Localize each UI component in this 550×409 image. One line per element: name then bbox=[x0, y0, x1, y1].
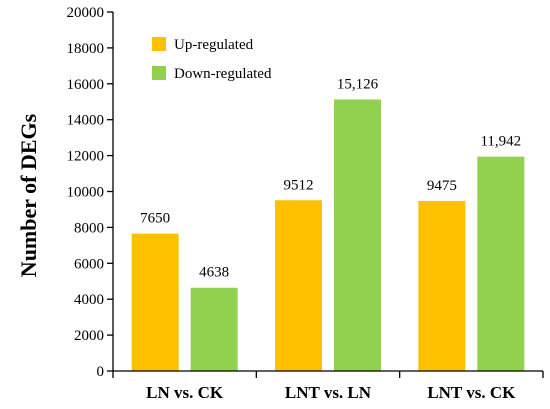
data-label: 11,942 bbox=[480, 134, 521, 150]
y-axis-label: Number of DEGs bbox=[16, 113, 41, 277]
x-category-label: LNT vs. CK bbox=[427, 383, 516, 402]
data-label: 9512 bbox=[284, 177, 314, 193]
legend-swatch bbox=[152, 66, 166, 80]
data-label: 7650 bbox=[140, 211, 170, 227]
y-tick-label: 2000 bbox=[74, 328, 104, 344]
bar-down-regulated-1 bbox=[190, 287, 238, 371]
y-tick-label: 6000 bbox=[74, 256, 104, 272]
y-axis-label-group: Number of DEGs bbox=[16, 113, 41, 277]
y-tick-label: 0 bbox=[97, 364, 105, 380]
y-tick-label: 12000 bbox=[67, 149, 105, 165]
legend: Up-regulated Down-regulated bbox=[152, 37, 272, 82]
bar-up-regulated-3 bbox=[418, 200, 466, 371]
y-tick-label: 4000 bbox=[74, 292, 104, 308]
bar-up-regulated-1 bbox=[131, 233, 179, 371]
y-tick-label: 14000 bbox=[67, 113, 105, 129]
data-label: 9475 bbox=[427, 178, 457, 194]
y-tick-label: 10000 bbox=[67, 185, 105, 201]
y-tick-label: 20000 bbox=[67, 5, 105, 21]
bar-down-regulated-3 bbox=[477, 156, 525, 371]
bars bbox=[131, 99, 525, 372]
legend-label: Down-regulated bbox=[174, 66, 272, 82]
data-label: 4638 bbox=[199, 265, 229, 281]
y-tick-label: 8000 bbox=[74, 220, 104, 236]
bar-up-regulated-2 bbox=[275, 200, 322, 371]
data-label: 15,126 bbox=[337, 76, 379, 92]
legend-swatch bbox=[152, 37, 166, 51]
y-axis-ticks: 0 2000 4000 6000 8000 10000 12000 14000 16000 180… bbox=[67, 5, 113, 380]
y-tick-label: 16000 bbox=[67, 77, 105, 93]
x-category-label: LN vs. CK bbox=[146, 383, 224, 402]
x-category-label: LNT vs. LN bbox=[285, 383, 372, 402]
bar-down-regulated-2 bbox=[334, 99, 381, 372]
data-labels: 7650 4638 9512 15,126 9475 11,942 bbox=[140, 76, 521, 280]
x-axis-categories: LN vs. CK LNT vs. LN LNT vs. CK bbox=[146, 383, 516, 402]
legend-label: Up-regulated bbox=[174, 37, 254, 53]
y-tick-label: 18000 bbox=[67, 41, 105, 57]
x-axis-ticks bbox=[112, 371, 544, 378]
